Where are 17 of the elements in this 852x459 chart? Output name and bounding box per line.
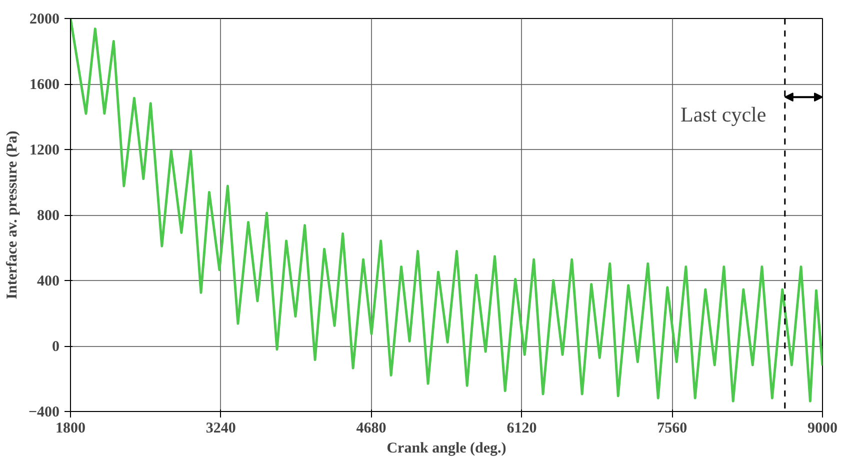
y-tick-label: −400: [28, 404, 60, 420]
y-tick-label: 400: [37, 274, 60, 290]
y-tick-label: 1600: [30, 77, 60, 93]
y-tick-label: 0: [52, 339, 60, 355]
y-tick-label: 2000: [30, 12, 60, 28]
x-tick-label: 4680: [356, 420, 386, 436]
annotation: Last cycle: [680, 102, 766, 126]
y-axis-title: Interface av. pressure (Pa): [4, 130, 20, 300]
x-tick-label: 6120: [506, 420, 537, 436]
x-tick-label: 7560: [657, 420, 688, 436]
y-tick-label: 800: [37, 208, 60, 224]
line-series: [70, 18, 822, 402]
x-tick-label: 1800: [56, 420, 86, 436]
x-tick-label: 3240: [206, 420, 236, 436]
y-tick-label: 1200: [30, 142, 60, 158]
x-tick-label: 9000: [808, 420, 838, 436]
x-axis-title: Crank angle (deg.): [386, 440, 506, 456]
